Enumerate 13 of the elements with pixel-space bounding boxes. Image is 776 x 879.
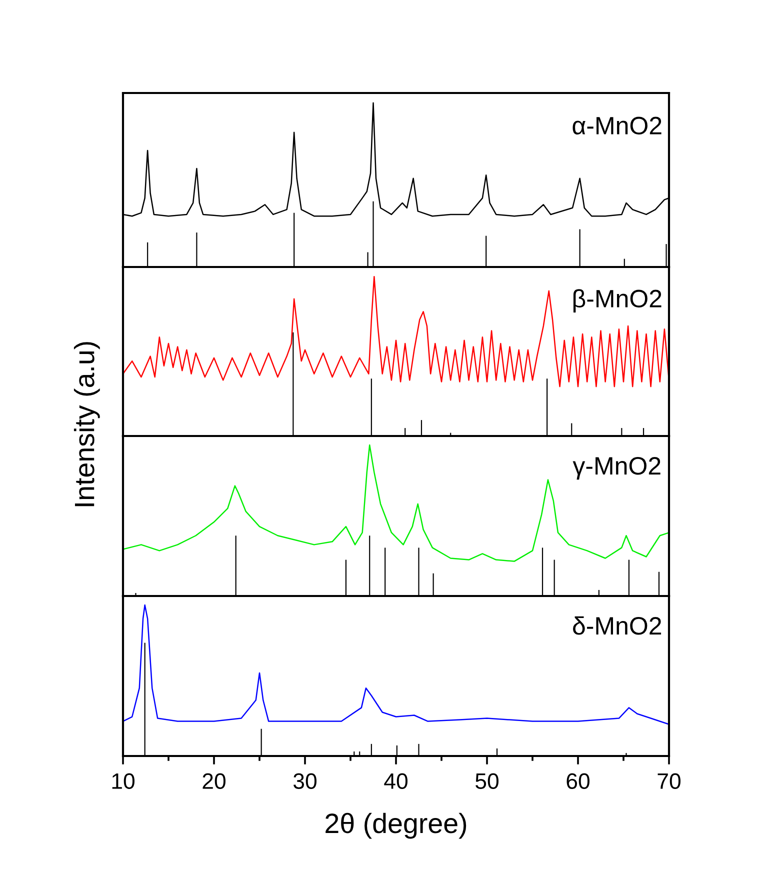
- annotation: β-MnO2: [573, 289, 662, 312]
- annotation: δ-MnO2: [573, 616, 662, 635]
- x-tick-label: 50: [476, 773, 498, 789]
- x-tick-label: 10: [112, 773, 134, 789]
- annotation: γ-MnO2: [572, 457, 660, 480]
- x-tick-label: 60: [566, 773, 590, 789]
- annotation: α-MnO2: [572, 116, 662, 135]
- x-tick-label: 30: [293, 773, 316, 789]
- x-tick-label: 70: [658, 773, 680, 789]
- y-axis-title: Intensity (a.u): [74, 342, 100, 506]
- x-tick-label: 20: [202, 773, 226, 789]
- x-tick-label: 40: [384, 773, 408, 789]
- x-axis-title: 2θ (degree): [326, 812, 466, 839]
